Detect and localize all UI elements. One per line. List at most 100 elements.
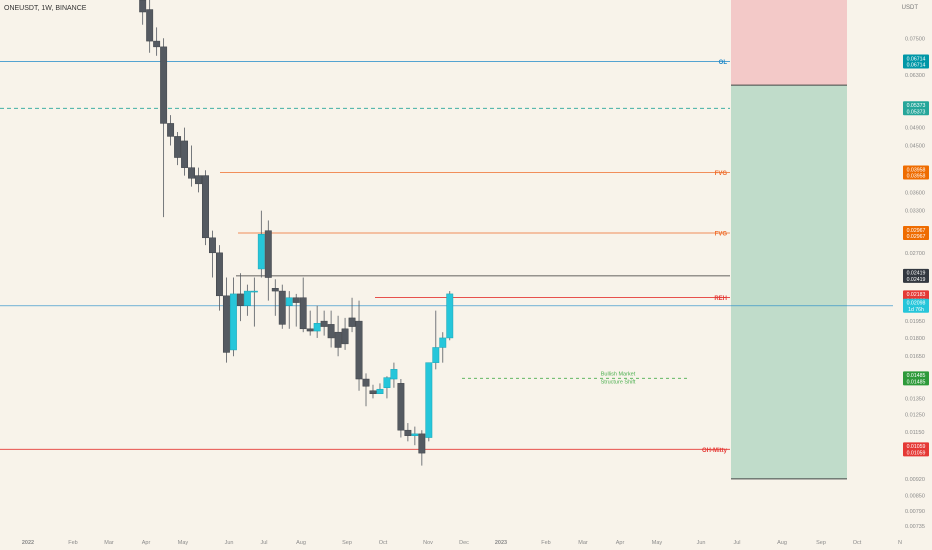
- candle-body-6: [181, 140, 189, 168]
- price-badge-0: [903, 54, 929, 69]
- price-badge-bottom-8: 0.01059: [907, 451, 926, 457]
- candle-body-0: [139, 0, 147, 13]
- x-tick-label-10: Nov: [423, 540, 433, 546]
- price-badge-top-1: 0.05373: [907, 103, 926, 109]
- price-badge-bottom-2: 0.03958: [907, 174, 926, 180]
- candle-body-20: [278, 290, 286, 325]
- bms-text-1: Bullish Market: [601, 371, 636, 377]
- currency-label: USDT: [901, 5, 918, 11]
- candle-body-44: [446, 293, 454, 339]
- x-tick-label-1: Feb: [68, 540, 77, 546]
- candle-body-15: [243, 290, 251, 306]
- x-tick-label-11: Dec: [459, 540, 469, 546]
- x-tick-label-13: Feb: [541, 540, 550, 546]
- y-tick-label-14: 0.00920: [905, 477, 925, 483]
- candle-body-30: [348, 317, 356, 327]
- price-badge-8: [903, 442, 929, 457]
- x-tick-label-7: Aug: [296, 540, 306, 546]
- y-tick-label-3: 0.04500: [905, 144, 925, 150]
- y-tick-label-7: 0.01950: [905, 319, 925, 325]
- x-tick-label-17: Jun: [697, 540, 706, 546]
- x-tick-label-18: Jul: [733, 540, 740, 546]
- candle-body-26: [320, 320, 328, 327]
- y-tick-label-9: 0.01650: [905, 354, 925, 360]
- x-tick-label-4: May: [178, 540, 189, 546]
- candle-body-35: [383, 377, 391, 388]
- price-badge-bottom-4: 0.02419: [907, 277, 926, 283]
- level-label-2: FVG: [715, 171, 728, 177]
- y-tick-label-15: 0.00850: [905, 493, 925, 499]
- x-tick-label-15: Apr: [616, 540, 625, 546]
- candle-body-29: [341, 328, 349, 345]
- candle-body-10: [209, 237, 216, 254]
- candle-body-7: [188, 167, 195, 179]
- price-badge-bottom-6: 1d 76h: [908, 307, 924, 313]
- x-tick-label-19: Aug: [777, 540, 787, 546]
- candle-body-14: [236, 293, 244, 306]
- y-tick-label-17: 0.00735: [905, 524, 925, 530]
- price-badge-top-4: 0.02419: [907, 271, 926, 277]
- price-badge-top-7: 0.01485: [907, 373, 926, 379]
- candle-body-42: [432, 347, 440, 363]
- candle-body-1: [146, 9, 154, 42]
- price-badge-7: [903, 371, 929, 386]
- candle-body-38: [404, 429, 412, 436]
- candle-body-43: [439, 337, 447, 348]
- x-tick-label-6: Jul: [260, 540, 267, 546]
- x-tick-label-9: Oct: [379, 540, 388, 546]
- price-badge-4: [903, 268, 929, 283]
- candle-body-9: [202, 175, 209, 239]
- price-badge-3: [903, 225, 929, 240]
- candle-body-11: [215, 252, 223, 297]
- level-label-0: OL: [719, 60, 728, 66]
- candle-body-32: [362, 378, 370, 387]
- candle-body-16: [250, 290, 258, 293]
- candle-body-25: [313, 323, 321, 332]
- price-badge-top-6: 0.02098: [907, 301, 926, 307]
- price-badge-bottom-3: 0.02967: [907, 234, 926, 240]
- y-tick-label-12: 0.01150: [905, 430, 924, 436]
- x-tick-label-12: 2023: [495, 540, 507, 546]
- candle-body-39: [411, 433, 419, 436]
- price-badge-bottom-7: 0.01485: [907, 380, 926, 386]
- candle-body-34: [376, 388, 384, 394]
- bms-text-2: Structure Shift: [601, 379, 636, 385]
- x-tick-label-16: May: [652, 540, 663, 546]
- candle-body-18: [264, 230, 272, 278]
- y-tick-label-6: 0.02700: [905, 251, 925, 257]
- take-profit-zone: [731, 85, 847, 479]
- level-label-5: REH: [714, 296, 727, 302]
- x-tick-label-0: 2022: [22, 540, 34, 546]
- candle-body-33: [369, 390, 377, 394]
- stop-loss-zone: [731, 0, 847, 86]
- y-tick-label-8: 0.01800: [905, 336, 925, 342]
- x-tick-label-2: Mar: [104, 540, 114, 546]
- y-tick-label-5: 0.03300: [905, 209, 925, 215]
- candle-body-5: [174, 136, 182, 158]
- level-label-3: FVG: [715, 231, 728, 237]
- x-tick-label-21: Oct: [853, 540, 862, 546]
- chart-title: ONEUSDT, 1W, BINANCE: [4, 5, 87, 12]
- candle-body-21: [285, 297, 293, 306]
- price-badge-2: [903, 165, 929, 180]
- candle-body-8: [195, 175, 202, 185]
- price-badge-bottom-1: 0.05373: [907, 110, 926, 116]
- candle-body-12: [222, 295, 230, 353]
- candle-body-24: [306, 328, 314, 332]
- candle-body-3: [160, 46, 168, 124]
- candle-body-27: [327, 324, 335, 339]
- candle-body-22: [292, 297, 300, 303]
- price-badge-bottom-0: 0.06714: [907, 63, 926, 69]
- candle-body-31: [355, 320, 363, 380]
- candle-body-37: [397, 383, 405, 431]
- x-tick-label-14: Mar: [578, 540, 588, 546]
- price-badge-6: [903, 298, 929, 313]
- candle-body-13: [229, 293, 237, 351]
- candle-body-41: [425, 362, 433, 438]
- candle-body-19: [271, 288, 279, 292]
- level-label-7: OH-Mitty: [702, 448, 728, 454]
- x-tick-label-3: Apr: [142, 540, 151, 546]
- price-badge-top-8: 0.01059: [907, 444, 926, 450]
